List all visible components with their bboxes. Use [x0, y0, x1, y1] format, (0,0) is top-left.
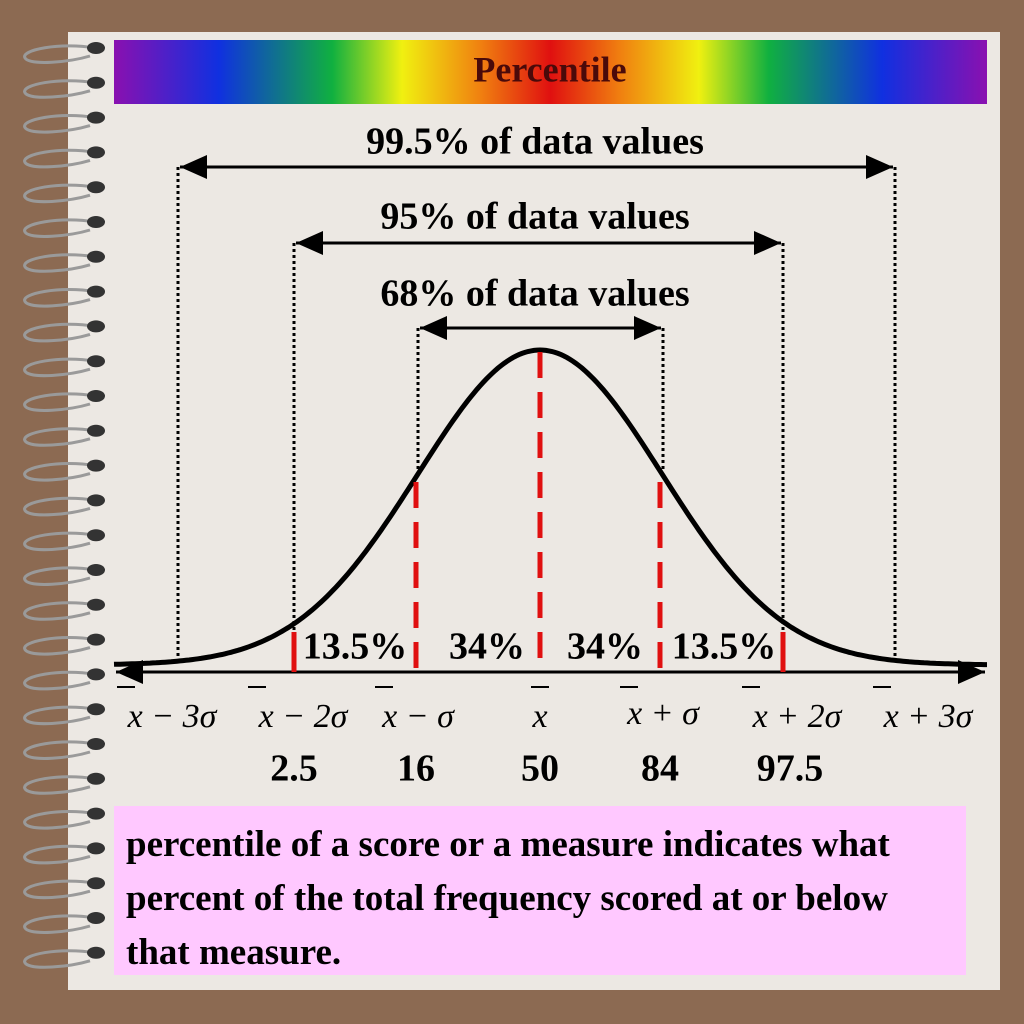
spiral-ring	[23, 670, 96, 691]
spiral-ring	[23, 218, 96, 238]
ring-hole	[87, 390, 105, 402]
ring-hole	[87, 668, 105, 681]
sigma-label: x + 2σ	[752, 698, 843, 735]
ring-hole	[87, 355, 105, 368]
spiral-ring	[23, 44, 96, 64]
ring-hole	[87, 598, 105, 611]
spiral-ring	[23, 636, 96, 656]
sigma-label: x − 2σ	[258, 698, 349, 735]
spiral-ring	[23, 148, 96, 169]
spiral-ring	[23, 810, 96, 830]
spiral-ring	[23, 392, 96, 412]
percentile-label: 50	[521, 748, 559, 790]
segment-label: 13.5%	[303, 626, 408, 668]
definition: percentile of a score or a measure indic…	[114, 806, 966, 975]
sigma-label: x	[531, 698, 547, 735]
percentile-label: 84	[641, 748, 679, 790]
spiral-ring	[23, 949, 96, 969]
ring-hole	[87, 459, 105, 472]
sigma-label: x + 3σ	[883, 698, 974, 735]
ring-hole	[87, 42, 105, 54]
ring-hole	[87, 76, 105, 89]
spiral-ring	[23, 496, 96, 517]
red-markers	[291, 352, 786, 672]
ring-hole	[87, 912, 105, 924]
spiral-ring	[23, 253, 96, 273]
ring-hole	[87, 807, 105, 820]
spiral-ring	[23, 322, 96, 343]
ring-hole	[87, 250, 105, 263]
spiral-ring	[23, 183, 96, 204]
title: Percentile	[473, 49, 626, 89]
spiral-ring	[23, 427, 96, 447]
sigma-label: x + σ	[626, 695, 700, 732]
ring-hole	[87, 216, 105, 228]
spiral-ring	[23, 740, 96, 760]
ring-hole	[87, 564, 105, 576]
ring-hole	[87, 181, 105, 194]
ring-hole	[87, 494, 105, 507]
ring-hole	[87, 320, 105, 333]
spiral-ring	[23, 531, 96, 552]
segment-label: 34%	[449, 626, 525, 668]
spiral-ring	[23, 79, 96, 99]
spiral-ring	[23, 775, 96, 795]
ring-hole	[87, 772, 105, 785]
ring-hole	[87, 146, 105, 159]
ring-hole	[87, 285, 105, 298]
ring-hole	[87, 529, 105, 542]
sigma-label: x − 3σ	[127, 698, 218, 735]
spiral-ring	[23, 566, 96, 586]
ring-hole	[87, 424, 105, 437]
spiral-ring	[23, 879, 96, 900]
ring-hole	[87, 946, 105, 959]
ring-hole	[87, 738, 105, 750]
spiral-ring	[23, 601, 96, 621]
spiral-ring	[23, 705, 96, 726]
segment-label: 13.5%	[672, 626, 777, 668]
spiral-ring	[23, 357, 96, 378]
ring-hole	[87, 703, 105, 716]
sigma-label: x − σ	[381, 698, 455, 735]
ring-hole	[87, 111, 105, 124]
ring-hole	[87, 877, 105, 890]
percentile-label: 97.5	[757, 748, 824, 790]
ring-hole	[87, 842, 105, 855]
guides	[176, 167, 897, 665]
title-bar	[114, 40, 987, 104]
normal-curve	[113, 347, 987, 668]
brackets	[116, 155, 985, 684]
percentile-label: 16	[397, 748, 435, 790]
bracket-label: 68% of data values	[380, 273, 689, 315]
spiral-ring	[23, 914, 96, 934]
segment-label: 34%	[567, 626, 643, 668]
spiral-ring	[23, 462, 96, 482]
spiral-ring	[23, 114, 96, 134]
bracket-label: 99.5% of data values	[366, 121, 704, 163]
spiral-ring	[23, 288, 96, 308]
percentile-label: 2.5	[270, 748, 318, 790]
ring-hole	[87, 633, 105, 646]
spiral-ring	[23, 844, 96, 865]
bracket-label: 95% of data values	[380, 196, 689, 238]
